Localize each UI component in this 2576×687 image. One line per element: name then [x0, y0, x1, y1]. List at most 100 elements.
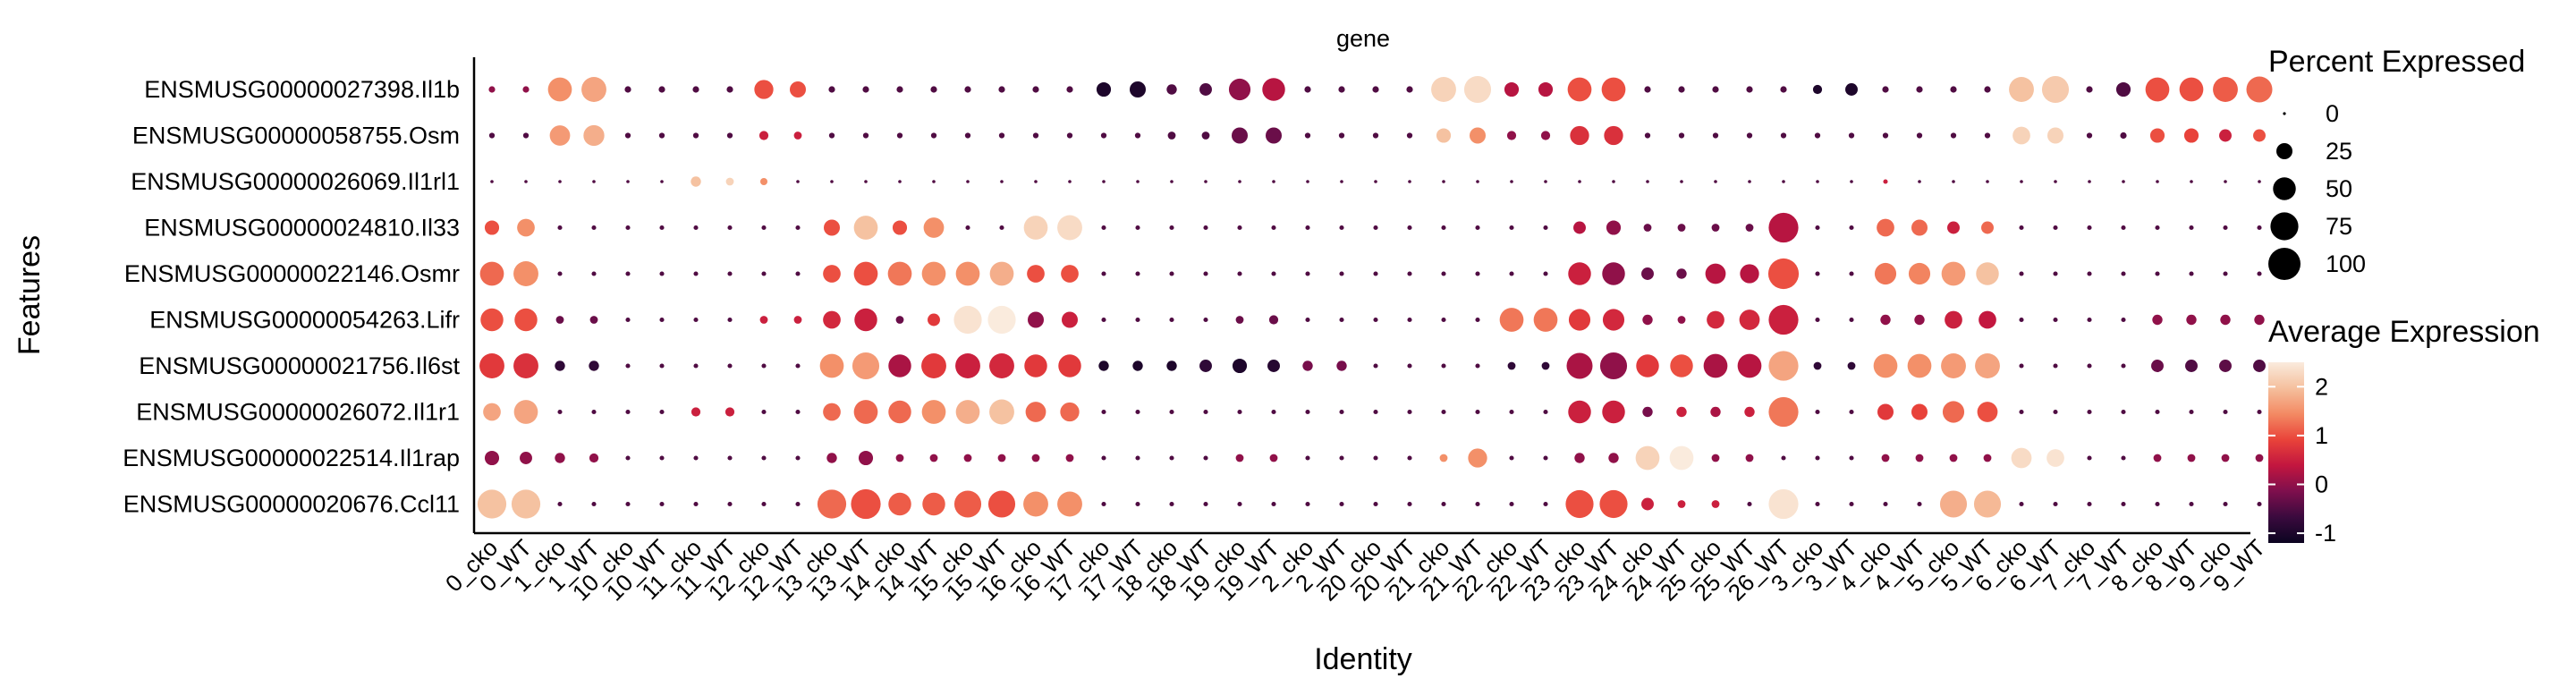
dot: [1436, 128, 1452, 143]
dot: [858, 450, 874, 466]
dot: [1670, 354, 1693, 377]
dot: [761, 363, 767, 369]
size-legend-label: 75: [2326, 213, 2352, 240]
dot: [2121, 317, 2126, 323]
dot: [625, 271, 631, 276]
dot: [1338, 132, 1345, 139]
dot: [1135, 501, 1140, 507]
dot: [1237, 501, 1242, 507]
dot: [1712, 86, 1719, 93]
dot: [1845, 83, 1858, 96]
dot: [1130, 81, 1146, 98]
dot: [659, 409, 665, 415]
dot: [1678, 86, 1685, 93]
dot: [1984, 132, 1991, 139]
dot: [1874, 262, 1897, 285]
dot: [1768, 304, 1799, 335]
dot: [558, 180, 562, 183]
dot: [1507, 361, 1516, 370]
dot: [1644, 86, 1651, 93]
dot: [2053, 225, 2058, 231]
dot: [1815, 317, 1820, 323]
dot: [660, 180, 664, 183]
dot: [1203, 501, 1208, 507]
dot: [1228, 78, 1251, 101]
dot: [932, 180, 936, 183]
dot: [625, 225, 631, 231]
dot: [1268, 315, 1279, 325]
dot: [1949, 454, 1958, 462]
dot: [1849, 271, 1854, 276]
dot: [1169, 409, 1174, 415]
dot: [2088, 180, 2091, 183]
dot: [1538, 81, 1554, 98]
dot: [1373, 501, 1378, 507]
dot: [2221, 454, 2230, 462]
dot: [1475, 409, 1480, 415]
dot: [1166, 84, 1177, 95]
dot: [2087, 271, 2092, 276]
dot: [1540, 131, 1551, 140]
dot: [1305, 317, 1310, 323]
dot: [1606, 220, 1622, 235]
dot: [888, 492, 911, 516]
color-legend-title: Average Expression: [2268, 315, 2540, 349]
dot: [1578, 180, 1581, 183]
dot: [1101, 455, 1106, 461]
dot: [1135, 409, 1140, 415]
dot: [1339, 225, 1344, 231]
dot: [2189, 501, 2194, 507]
dot: [830, 180, 834, 183]
dot: [1101, 409, 1106, 415]
dot: [2145, 77, 2170, 102]
dot: [1599, 352, 1628, 380]
y-tick-label: ENSMUSG00000026072.Il1r1: [136, 399, 460, 426]
dot: [1641, 267, 1654, 280]
dot: [1407, 317, 1412, 323]
dot: [888, 400, 911, 424]
y-tick-label: ENSMUSG00000022514.Il1rap: [123, 445, 460, 471]
dot: [2258, 180, 2261, 183]
dot: [1847, 361, 1856, 370]
dot: [1984, 86, 1991, 93]
dot: [759, 316, 768, 324]
dot: [1339, 409, 1344, 415]
dot: [1745, 224, 1754, 232]
color-legend-label: 1: [2315, 422, 2328, 449]
dot: [1000, 180, 1004, 183]
dot: [2246, 76, 2273, 103]
dot: [1883, 179, 1888, 184]
dot: [1677, 316, 1686, 324]
dot: [1746, 86, 1753, 93]
dot: [2019, 363, 2024, 369]
dot: [1883, 501, 1888, 507]
dot: [1266, 127, 1282, 144]
dot: [1711, 454, 1720, 462]
dot: [2087, 501, 2092, 507]
dot: [555, 453, 565, 463]
dot: [2253, 360, 2266, 372]
dot: [1169, 317, 1174, 323]
dot: [1814, 132, 1821, 139]
dot: [864, 180, 868, 183]
dot: [1373, 455, 1378, 461]
y-tick-label: ENSMUSG00000058755.Osm: [132, 123, 460, 149]
dot: [1850, 180, 1853, 183]
dot: [1203, 225, 1208, 231]
dot: [513, 353, 538, 378]
dot: [1642, 314, 1653, 326]
dot: [898, 180, 902, 183]
dot: [2053, 409, 2058, 415]
dot: [922, 492, 945, 516]
dot: [1169, 455, 1174, 461]
dot: [1027, 265, 1045, 283]
dot: [1406, 86, 1413, 93]
dot: [1543, 501, 1548, 507]
dot: [2121, 501, 2126, 507]
dot: [2086, 86, 2093, 93]
dot: [966, 180, 970, 183]
dot: [591, 225, 597, 231]
dot: [2257, 501, 2262, 507]
dot: [2012, 126, 2030, 145]
